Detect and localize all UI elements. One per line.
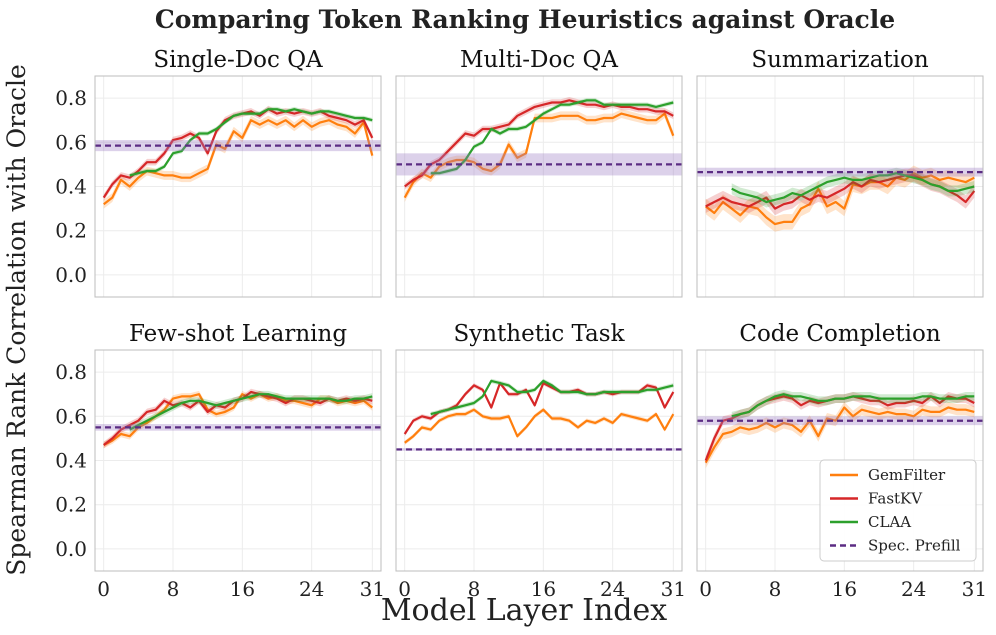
gemfilter-band xyxy=(705,165,975,232)
gemfilter-line xyxy=(704,406,975,464)
panel-code-completion: Code Completion 0 8 16 24 31 GemFilter FastKV CL… xyxy=(696,321,987,601)
y-tick-label: 0.8 xyxy=(55,360,87,384)
y-tick-label: 0.4 xyxy=(55,449,87,473)
x-tick-label: 24 xyxy=(600,577,625,601)
x-tick-label: 0 xyxy=(97,577,110,601)
legend-label-gemfilter: GemFilter xyxy=(868,466,946,484)
x-tick-label: 16 xyxy=(531,577,556,601)
panel-frame xyxy=(94,75,382,298)
claa-line xyxy=(129,108,373,177)
panel-title: Multi-Doc QA xyxy=(460,47,618,73)
gemfilter-band xyxy=(404,109,674,202)
x-tick-label: 8 xyxy=(167,577,180,601)
legend-label-claa: CLAA xyxy=(868,513,911,531)
x-tick-label: 16 xyxy=(832,577,857,601)
claa-line xyxy=(430,99,674,175)
plot-area xyxy=(95,105,381,209)
x-tick-label: 0 xyxy=(398,577,411,601)
gemfilter-band xyxy=(404,407,674,445)
claa-line xyxy=(129,393,373,431)
x-tick-label: 16 xyxy=(230,577,255,601)
x-tick-label: 31 xyxy=(962,577,987,601)
legend-label-spec-prefill: Spec. Prefill xyxy=(868,537,961,555)
x-tick-label: 31 xyxy=(360,577,385,601)
panel-title: Summarization xyxy=(751,47,929,73)
panel-summarization: Summarization xyxy=(696,47,984,298)
x-tick-label: 0 xyxy=(699,577,712,601)
panel-title: Few-shot Learning xyxy=(129,321,347,347)
panel-frame xyxy=(696,75,984,298)
fastkv-band xyxy=(404,97,674,190)
plot-area xyxy=(396,378,682,451)
claa-line xyxy=(731,172,975,204)
panel-title: Code Completion xyxy=(739,321,940,347)
panel-synthetic-task: Synthetic Task 0 8 16 24 31 xyxy=(395,321,686,601)
plot-area xyxy=(697,165,983,232)
figure-title: Comparing Token Ranking Heuristics again… xyxy=(155,5,895,34)
x-tick-label: 8 xyxy=(468,577,481,601)
x-axis-label: Model Layer Index xyxy=(381,593,667,628)
panel-single-doc-qa: Single-Doc QA 0.0 0.2 0.4 0.6 0.8 xyxy=(55,47,382,298)
legend-box xyxy=(819,459,977,562)
x-tick-label: 24 xyxy=(901,577,926,601)
y-tick-label: 0.8 xyxy=(55,86,87,110)
y-tick-label: 0.0 xyxy=(55,537,87,561)
legend-label-fastkv: FastKV xyxy=(868,490,923,508)
fastkv-line xyxy=(404,99,674,188)
y-tick-label: 0.2 xyxy=(55,219,87,243)
y-tick-label: 0.6 xyxy=(55,404,87,428)
legend: GemFilter FastKV CLAA Spec. Prefill xyxy=(819,459,977,562)
panel-title: Single-Doc QA xyxy=(153,47,323,73)
claa-line xyxy=(731,393,975,418)
gemfilter-line xyxy=(404,408,675,444)
x-tick-label: 31 xyxy=(661,577,686,601)
y-tick-label: 0.6 xyxy=(55,130,87,154)
panel-title: Synthetic Task xyxy=(453,321,625,347)
fastkv-band xyxy=(404,380,674,437)
panel-multi-doc-qa: Multi-Doc QA xyxy=(395,47,683,298)
plot-area xyxy=(697,389,983,469)
claa-line xyxy=(430,379,674,416)
plot-area xyxy=(95,388,381,449)
x-tick-label: 24 xyxy=(299,577,324,601)
plot-area xyxy=(396,97,682,202)
y-tick-label: 0.2 xyxy=(55,493,87,517)
panel-frame xyxy=(696,349,984,572)
panel-few-shot-learning: Few-shot Learning 0.0 0.2 0.4 0.6 0.8 0 8 16 24 31 xyxy=(55,321,385,601)
y-axis-label: Spearman Rank Correlation with Oracle xyxy=(2,64,31,576)
y-tick-label: 0.4 xyxy=(55,175,87,199)
panel-frame xyxy=(94,349,382,572)
gemfilter-band xyxy=(103,390,373,449)
y-tick-label: 0.0 xyxy=(55,263,87,287)
gemfilter-band xyxy=(705,401,975,469)
panel-frame xyxy=(395,75,683,298)
panel-frame xyxy=(395,349,683,572)
x-tick-label: 8 xyxy=(769,577,782,601)
